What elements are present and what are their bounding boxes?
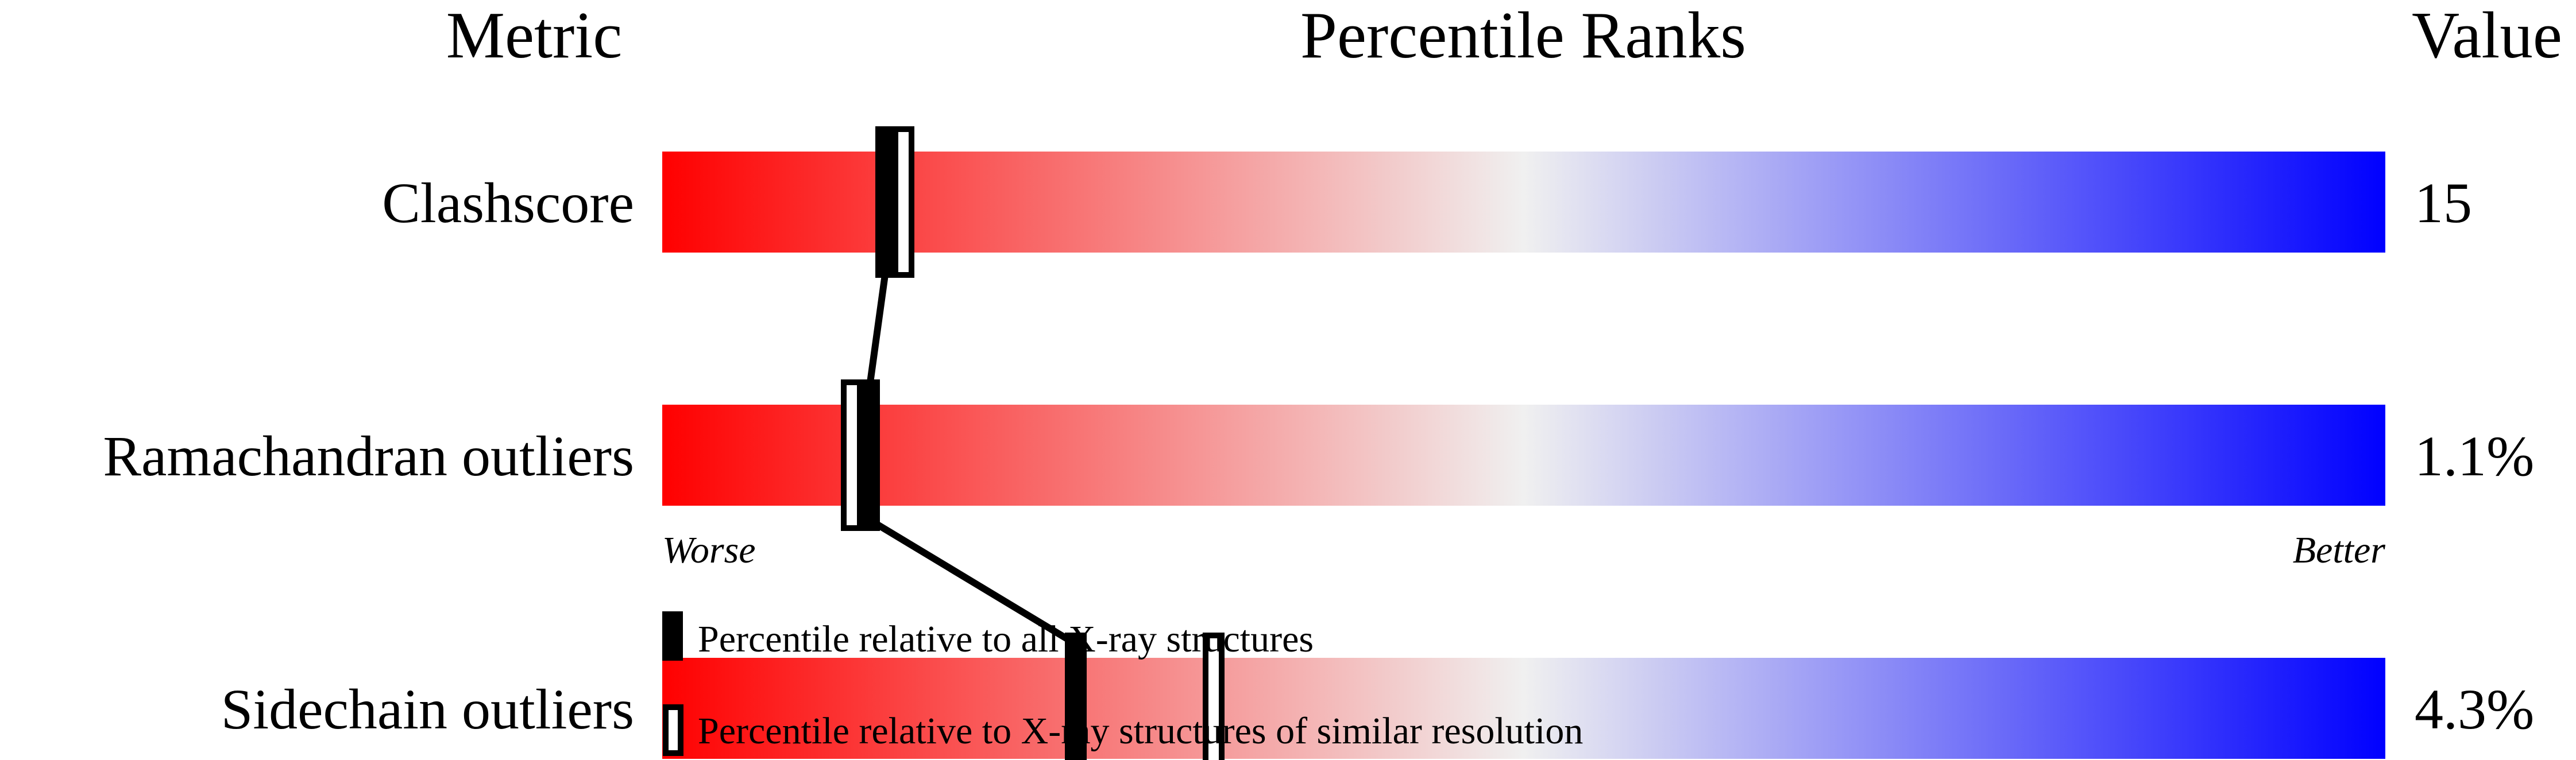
legend-open-marker (663, 704, 683, 756)
metric-value: 4.3% (2415, 677, 2534, 741)
marker-similar-resolution (1203, 633, 1225, 760)
connector-line (866, 266, 890, 391)
legend-filled-label: Percentile relative to all X-ray structu… (698, 618, 1314, 660)
marker-all-structures (875, 126, 897, 278)
legend-filled-marker (662, 611, 683, 661)
marker-all-structures (858, 379, 880, 531)
metric-value: 1.1% (2415, 424, 2534, 488)
percentile-bar (662, 405, 2385, 506)
percentile-bar (662, 152, 2385, 253)
metric-value: 15 (2415, 171, 2472, 235)
percentile-bar (662, 658, 2385, 759)
better-label: Better (2293, 529, 2386, 571)
header-percentile-ranks: Percentile Ranks (1300, 0, 1746, 72)
legend-open-label: Percentile relative to X-ray structures … (698, 710, 1583, 752)
header-value: Value (2412, 0, 2562, 72)
marker-similar-resolution (841, 379, 863, 531)
metric-label: Ramachandran outliers (103, 424, 634, 488)
marker-all-structures (1065, 633, 1087, 760)
metric-label: Sidechain outliers (221, 677, 634, 741)
worse-label: Worse (662, 529, 756, 571)
marker-similar-resolution (893, 126, 914, 278)
connector-line (867, 516, 1078, 647)
metric-label: Clashscore (382, 171, 634, 235)
header-metric: Metric (446, 0, 623, 72)
